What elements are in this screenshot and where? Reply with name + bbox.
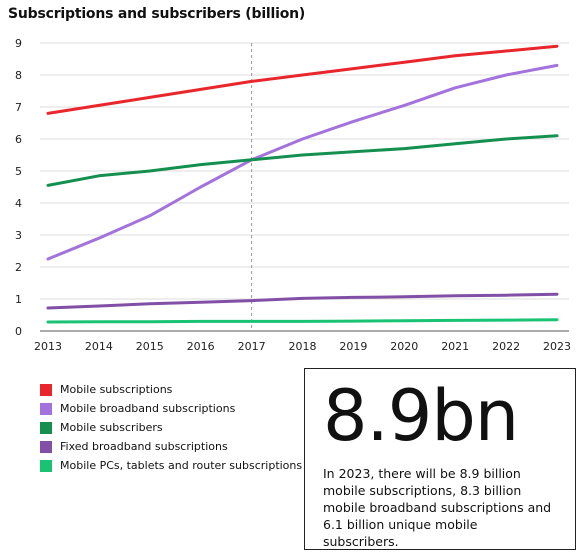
y-axis-ticks: 0 1 2 3 4 5 6 7 8 9 (15, 37, 22, 338)
y-tick-label: 5 (15, 165, 22, 178)
legend-label: Fixed broadband subscriptions (60, 440, 228, 453)
callout-box: 8.9bn In 2023, there will be 8.9 billion… (304, 368, 576, 550)
y-tick-label: 2 (15, 261, 22, 274)
legend-label: Mobile PCs, tablets and router subscript… (60, 459, 303, 472)
callout-text: In 2023, there will be 8.9 billion mobil… (323, 466, 552, 549)
series-line-1 (46, 63, 559, 261)
series-line-2 (46, 134, 559, 187)
x-tick-label: 2023 (543, 340, 571, 353)
y-tick-label: 0 (15, 325, 22, 338)
legend-item: Mobile subscribers (40, 418, 300, 437)
legend-swatch (40, 459, 52, 472)
legend-label: Mobile subscribers (60, 421, 163, 434)
series-line-3 (46, 292, 559, 310)
series-line-4 (46, 318, 559, 324)
legend-swatch (40, 402, 52, 415)
y-tick-label: 3 (15, 229, 22, 242)
chart-title: Subscriptions and subscribers (billion) (8, 6, 306, 22)
x-tick-label: 2019 (339, 340, 367, 353)
x-tick-label: 2021 (441, 340, 469, 353)
legend-item: Mobile PCs, tablets and router subscript… (40, 456, 303, 475)
legend-label: Mobile broadband subscriptions (60, 402, 236, 415)
grid-lines (40, 42, 569, 332)
y-tick-label: 9 (15, 37, 22, 50)
x-tick-label: 2018 (289, 340, 317, 353)
legend-item: Fixed broadband subscriptions (40, 437, 300, 456)
y-tick-label: 7 (15, 101, 22, 114)
legend-item: Mobile subscriptions (40, 380, 300, 399)
x-tick-label: 2017 (238, 340, 266, 353)
y-tick-label: 1 (15, 293, 22, 306)
legend-swatch (40, 421, 52, 434)
y-tick-label: 4 (15, 197, 22, 210)
x-tick-label: 2016 (187, 340, 215, 353)
series-line-0 (46, 44, 559, 115)
legend-item: Mobile broadband subscriptions (40, 399, 300, 418)
x-tick-label: 2022 (492, 340, 520, 353)
y-tick-label: 8 (15, 69, 22, 82)
x-axis-ticks: 2013 2014 2015 2016 2017 2018 2019 2020 2021 2022… (34, 340, 571, 353)
legend-swatch (40, 440, 52, 453)
x-tick-label: 2015 (136, 340, 164, 353)
legend: Mobile subscriptions Mobile broadband sub… (40, 380, 303, 475)
legend-label: Mobile subscriptions (60, 383, 173, 396)
series-lines (46, 44, 559, 324)
x-tick-label: 2020 (390, 340, 418, 353)
y-tick-label: 6 (15, 133, 22, 146)
x-tick-label: 2013 (34, 340, 62, 353)
x-tick-label: 2014 (85, 340, 113, 353)
legend-swatch (40, 383, 52, 396)
callout-value: 8.9bn (323, 375, 519, 457)
